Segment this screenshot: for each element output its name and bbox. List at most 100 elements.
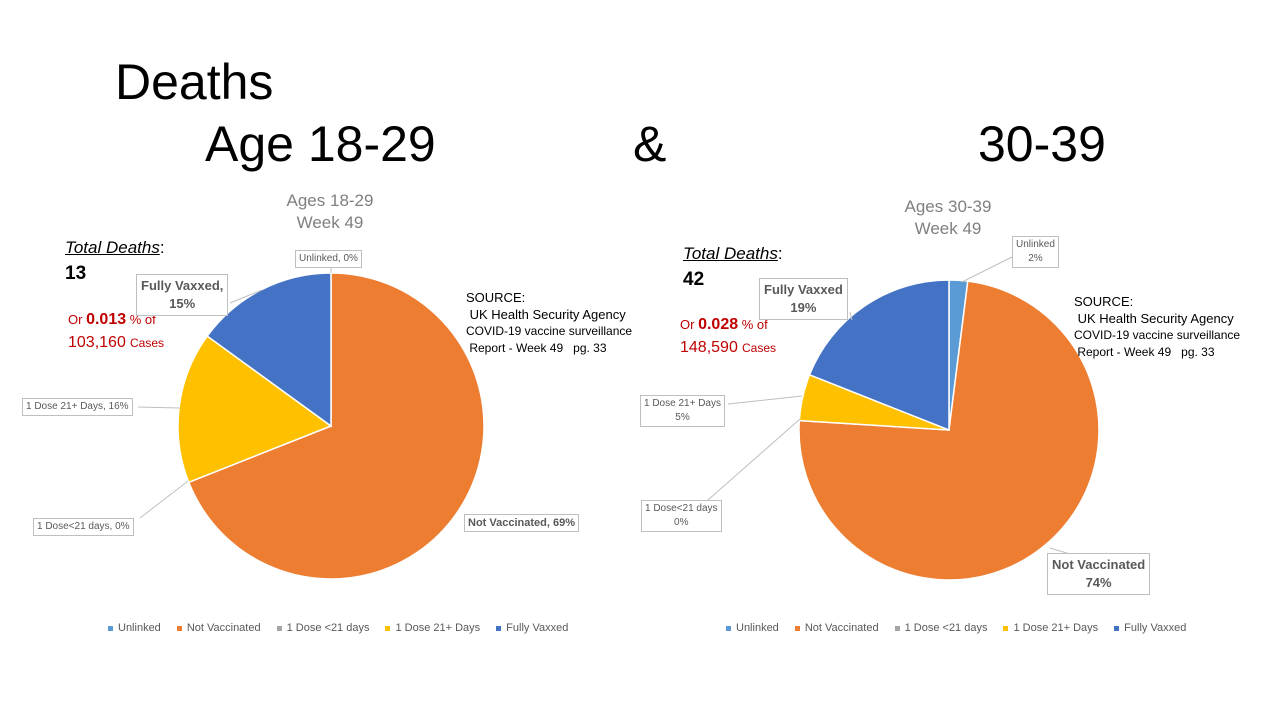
legend-swatch [894,625,900,631]
chart1-legend-item-unlinked: Unlinked [108,622,161,634]
chart2-label-fully-vaxxed-pct: 19% [790,300,817,315]
legend-swatch [1114,625,1120,631]
chart1-label-fully-vaxxed-pct: 15% [169,296,196,311]
legend-label: Not Vaccinated [804,622,879,634]
legend-label: 1 Dose 21+ Days [1013,622,1099,634]
chart1-leader-dose-21plus [137,406,181,409]
chart2-title-line1: Ages 30-39 [904,197,992,216]
chart2-source-line2: UK Health Security Agency [1074,311,1234,326]
chart2-cases-num: 148,590 [680,339,738,356]
chart2-label-dose-21plus-name: 1 Dose 21+ Days [644,398,721,409]
chart2-title-line2: Week 49 [914,219,982,238]
title-age-30-39: 30-39 [978,116,1106,172]
chart1-cases-num: 103,160 [68,334,126,351]
chart2-cases-line: 148,590 Cases [680,339,776,357]
chart2-leader-dose-lt21 [699,418,801,508]
chart1-source-line4: Report - Week 49 pg. 33 [466,341,607,355]
chart1-total-deaths-value: 13 [65,263,87,284]
chart1-total-deaths: Total Deaths: [65,238,165,258]
slide-title: Deaths [115,54,274,110]
chart2-label-unlinked-pct: 2% [1028,253,1043,264]
chart1-slice-not-vaccinated [187,272,485,580]
chart2-label-dose-21plus-pct: 5% [675,412,690,423]
legend-swatch [385,625,391,631]
chart1-source-line2: UK Health Security Agency [466,307,626,322]
legend-label: Fully Vaxxed [506,622,569,634]
chart1-leader-dose-lt21 [139,480,189,519]
chart1-total-deaths-label: Total Deaths [65,238,160,257]
chart2-leader-fully-vaxxed [849,311,853,321]
chart2-label-not-vaccinated: Not Vaccinated 74% [1047,553,1151,595]
chart1-legend-item-dose-lt21: 1 Dose <21 days [276,622,370,634]
chart2-title: Ages 30-39 Week 49 [848,196,1048,240]
chart1-label-dose-21plus: 1 Dose 21+ Days, 16% [22,398,133,416]
chart2-legend-item-dose-lt21: 1 Dose <21 days [894,622,988,634]
chart1-label-dose-lt21: 1 Dose<21 days, 0% [33,518,134,536]
chart2-source-line1: SOURCE: [1074,294,1134,309]
chart1-source: SOURCE: UK Health Security Agency COVID-1… [466,289,632,357]
chart2-leader-dose-21plus [727,395,803,405]
chart1-label-unlinked: Unlinked, 0% [295,250,362,268]
chart2-total-deaths: Total Deaths: [683,244,783,264]
chart2-label-fully-vaxxed-name: Fully Vaxxed [764,282,843,297]
chart1-legend-item-dose-21plus: 1 Dose 21+ Days [385,622,480,634]
chart2-or-line: Or 0.028 % of [680,316,768,334]
chart2-source: SOURCE: UK Health Security Agency COVID-1… [1074,293,1240,361]
chart2-legend-item-fully-vaxxed: Fully Vaxxed [1114,622,1186,634]
chart1-legend-item-fully-vaxxed: Fully Vaxxed [496,622,568,634]
chart2-label-fully-vaxxed: Fully Vaxxed 19% [759,278,848,320]
chart1-legend-item-not-vaccinated: Not Vaccinated [176,622,261,634]
chart1-title-line1: Ages 18-29 [286,191,374,210]
chart2-total-deaths-colon: : [777,244,783,263]
legend-label: 1 Dose <21 days [286,622,370,634]
legend-swatch [726,625,731,631]
chart2-label-not-vaccinated-pct: 74% [1085,575,1112,590]
chart2-or-prefix: Or [680,317,695,332]
chart2-total-deaths-label: Total Deaths [683,244,778,263]
chart2-label-not-vaccinated-name: Not Vaccinated [1052,557,1146,572]
chart2-label-dose-lt21-pct: 0% [674,517,689,528]
title-age-18-29: Age 18-29 [205,116,436,172]
chart1-title: Ages 18-29 Week 49 [230,190,430,234]
title-ampersand: & [633,116,667,172]
chart2-legend-item-unlinked: Unlinked [726,622,779,634]
chart2-total-deaths-value: 42 [683,269,705,290]
legend-label: 1 Dose 21+ Days [395,622,481,634]
chart1-or-prefix: Or [68,312,83,327]
legend-swatch [496,625,502,631]
legend-swatch [1003,625,1009,631]
legend-label: Fully Vaxxed [1124,622,1187,634]
chart1-title-line2: Week 49 [296,213,364,232]
chart2-label-dose-lt21-name: 1 Dose<21 days [645,503,718,514]
chart2-source-line3: COVID-19 vaccine surveillance [1074,328,1241,342]
chart1-source-line1: SOURCE: [466,290,526,305]
chart1-source-line3: COVID-19 vaccine surveillance [466,324,633,338]
legend-swatch [176,625,182,631]
chart1-leader-fully-vaxxed [229,289,263,304]
legend-swatch [794,625,800,631]
chart1-or-pct: 0.013 [86,311,127,328]
chart2-label-dose-21plus: 1 Dose 21+ Days 5% [640,395,725,427]
legend-label: 1 Dose <21 days [904,622,988,634]
chart2-leader-unlinked [961,256,1013,283]
chart2-label-dose-lt21: 1 Dose<21 days 0% [641,500,722,532]
legend-swatch [276,625,282,631]
chart2-label-unlinked: Unlinked 2% [1012,236,1059,268]
chart2-or-pct: 0.028 [698,316,739,333]
chart2-slice-fully-vaxxed [808,279,950,432]
chart1-cases-word: Cases [130,336,165,350]
chart1-label-fully-vaxxed-name: Fully Vaxxed, [141,278,224,293]
chart2-legend-item-dose-21plus: 1 Dose 21+ Days [1003,622,1098,634]
chart2-or-suffix: % of [741,317,768,332]
chart2-legend-item-not-vaccinated: Not Vaccinated [794,622,879,634]
legend-swatch [108,625,113,631]
chart2-cases-word: Cases [742,341,777,355]
chart1-label-fully-vaxxed: Fully Vaxxed, 15% [136,274,229,316]
chart2-source-line4: Report - Week 49 pg. 33 [1074,345,1215,359]
chart2-legend: Unlinked Not Vaccinated 1 Dose <21 days … [726,622,1186,634]
legend-label: Unlinked [736,622,779,634]
chart1-legend: Unlinked Not Vaccinated 1 Dose <21 days … [108,622,568,634]
legend-label: Not Vaccinated [186,622,261,634]
chart1-total-deaths-colon: : [159,238,165,257]
